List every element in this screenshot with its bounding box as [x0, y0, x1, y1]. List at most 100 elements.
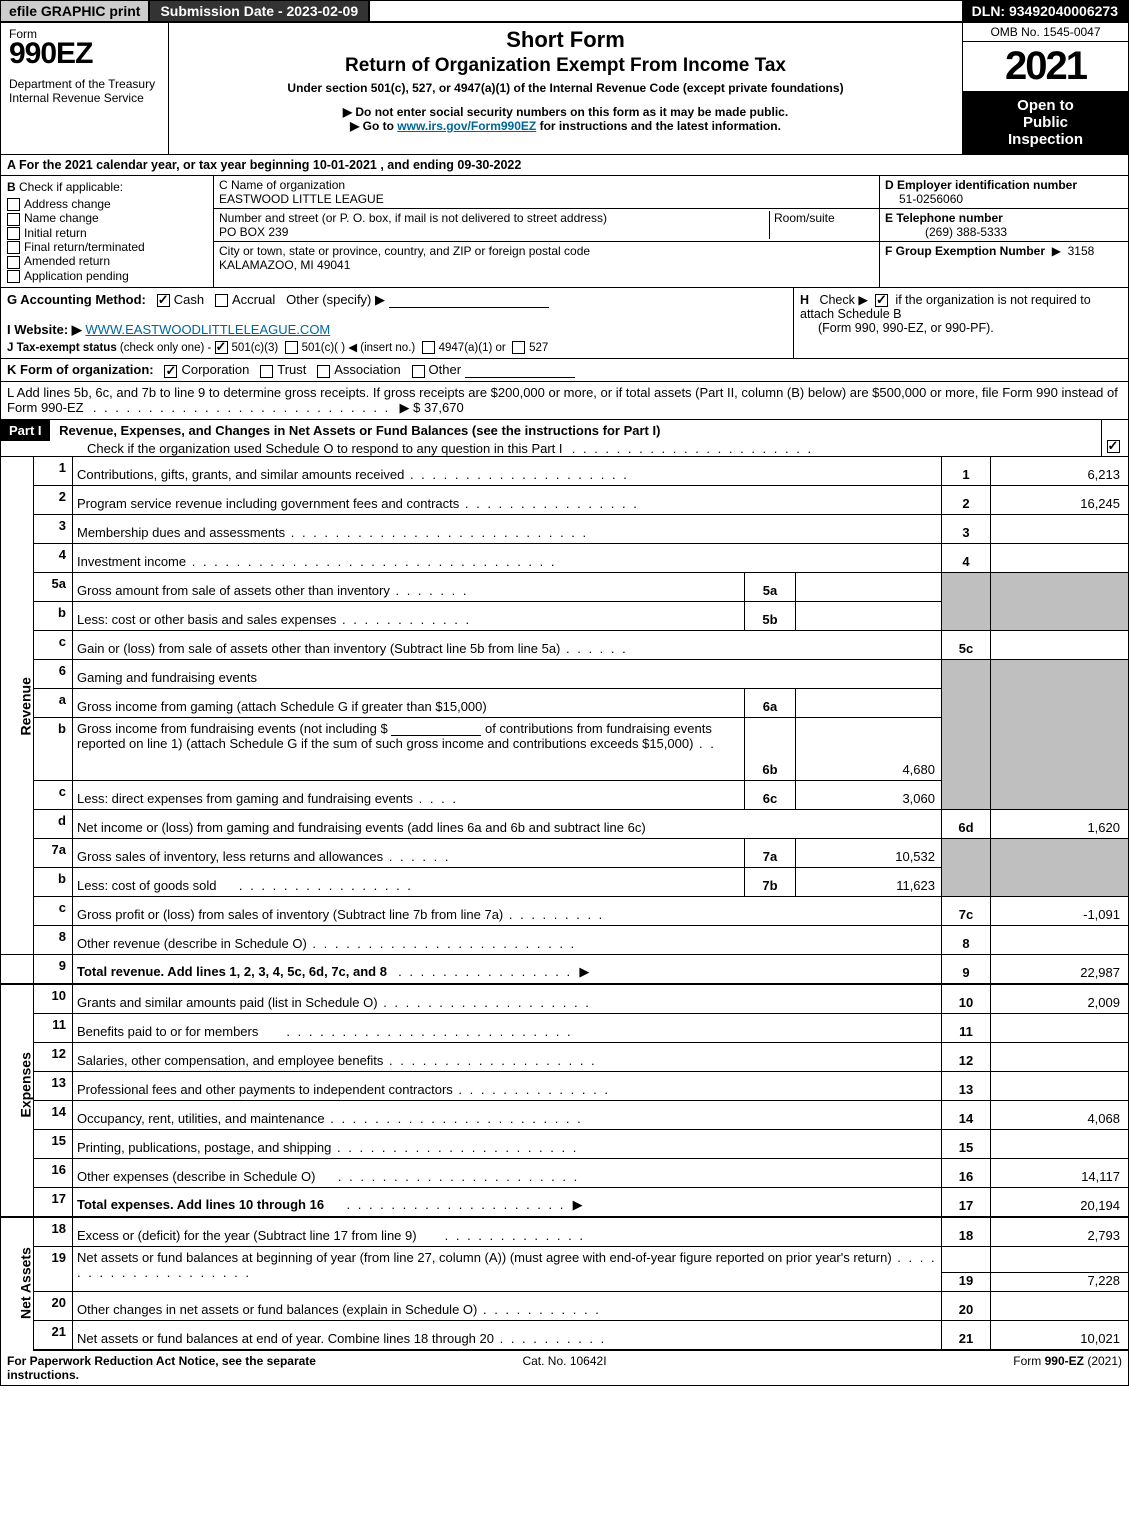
lbl-final-return: Final return/terminated [24, 240, 145, 254]
lbl-other-method: Other (specify) ▶ [286, 292, 385, 307]
lbl-501c: 501(c)( ) ◀ (insert no.) [302, 342, 416, 354]
submission-date: Submission Date - 2023-02-09 [150, 1, 370, 21]
lbl-other-org: Other [429, 362, 462, 377]
check-accrual[interactable] [215, 294, 228, 307]
section-gij: G Accounting Method: Cash Accrual Other … [1, 288, 794, 358]
check-final-return[interactable] [7, 241, 20, 254]
check-h[interactable] [875, 294, 888, 307]
side-net-assets: Net Assets [1, 1217, 34, 1350]
part1-checkbox[interactable] [1107, 440, 1120, 453]
website-link[interactable]: WWW.EASTWOODLITTLELEAGUE.COM [85, 322, 330, 337]
check-address-change[interactable] [7, 198, 20, 211]
lbl-cash: Cash [174, 292, 204, 307]
header-row: Form 990EZ Department of the Treasury In… [1, 23, 1128, 155]
val-12 [991, 1042, 1129, 1071]
val-4 [991, 543, 1129, 572]
check-4947[interactable] [422, 341, 435, 354]
subtitle-1: Under section 501(c), 527, or 4947(a)(1)… [175, 81, 956, 95]
lbl-application-pending: Application pending [24, 269, 129, 283]
line-6d: d Net income or (loss) from gaming and f… [1, 809, 1128, 838]
other-method-field[interactable] [389, 294, 549, 308]
lbl-name-change: Name change [24, 211, 99, 225]
lbl-accrual: Accrual [232, 292, 275, 307]
check-application-pending[interactable] [7, 270, 20, 283]
lbl-initial-return: Initial return [24, 226, 87, 240]
open-to-public: Open toPublicInspection [963, 91, 1128, 154]
check-other-org[interactable] [412, 365, 425, 378]
sub3-post: for instructions and the latest informat… [536, 119, 781, 133]
main-info-grid: B Check if applicable: Address change Na… [1, 176, 1128, 288]
line-18: Net Assets 18 Excess or (deficit) for th… [1, 1217, 1128, 1247]
part1-title: Revenue, Expenses, and Changes in Net As… [53, 423, 660, 438]
val-20 [991, 1291, 1129, 1320]
check-association[interactable] [317, 365, 330, 378]
row-l: L Add lines 5b, 6c, and 7b to line 9 to … [1, 382, 1128, 420]
lbl-association: Association [334, 362, 400, 377]
i-label: I Website: ▶ [7, 322, 82, 337]
col-b-checks: B Check if applicable: Address change Na… [1, 176, 214, 287]
name-label: C Name of organization [219, 178, 345, 192]
line-14: 14 Occupancy, rent, utilities, and maint… [1, 1100, 1128, 1129]
line-13: 13 Professional fees and other payments … [1, 1071, 1128, 1100]
tel-label: E Telephone number [885, 211, 1003, 225]
check-initial-return[interactable] [7, 227, 20, 240]
line-6c: c Less: direct expenses from gaming and … [1, 780, 1128, 809]
col-d-identifiers: D Employer identification number 51-0256… [880, 176, 1128, 287]
line-21: 21 Net assets or fund balances at end of… [1, 1320, 1128, 1350]
line-16: 16 Other expenses (describe in Schedule … [1, 1158, 1128, 1187]
col-c-org-info: C Name of organization EASTWOOD LITTLE L… [214, 176, 880, 287]
check-name-change[interactable] [7, 213, 20, 226]
check-trust[interactable] [260, 365, 273, 378]
val-5a [796, 572, 942, 601]
check-cash[interactable] [157, 294, 170, 307]
line-6: 6 Gaming and fundraising events [1, 659, 1128, 688]
val-14: 4,068 [991, 1100, 1129, 1129]
line-2: 2 Program service revenue including gove… [1, 485, 1128, 514]
sub3-pre: ▶ Go to [350, 119, 397, 133]
lbl-4947: 4947(a)(1) or [439, 342, 506, 354]
line-5c: c Gain or (loss) from sale of assets oth… [1, 630, 1128, 659]
val-17: 20,194 [991, 1187, 1129, 1217]
h-label: H [800, 293, 809, 307]
line-7b: b Less: cost of goods sold . . . . . . .… [1, 867, 1128, 896]
j-label: J Tax-exempt status [7, 342, 117, 354]
revenue-table: Revenue 1 Contributions, gifts, grants, … [1, 457, 1128, 1351]
val-6a [796, 688, 942, 717]
section-ghij: G Accounting Method: Cash Accrual Other … [1, 288, 1128, 359]
check-501c3[interactable] [215, 341, 228, 354]
other-org-field[interactable] [465, 364, 575, 378]
g-label: G Accounting Method: [7, 292, 146, 307]
val-7c: -1,091 [991, 896, 1129, 925]
subtitle-2: ▶ Do not enter social security numbers o… [175, 105, 956, 119]
line-6a: a Gross income from gaming (attach Sched… [1, 688, 1128, 717]
footer-left: For Paperwork Reduction Act Notice, see … [7, 1354, 379, 1382]
line-9: 9 Total revenue. Add lines 1, 2, 3, 4, 5… [1, 954, 1128, 984]
l-prefix: ▶ $ [399, 400, 420, 415]
6b-contrib-field[interactable] [391, 722, 481, 736]
efile-print: efile GRAPHIC print [1, 1, 150, 21]
header-left: Form 990EZ Department of the Treasury In… [1, 23, 169, 154]
side-revenue: Revenue [1, 457, 34, 955]
instructions-link[interactable]: www.irs.gov/Form990EZ [397, 119, 536, 133]
footer-right: Form 990-EZ (2021) [750, 1354, 1122, 1382]
val-7a: 10,532 [796, 838, 942, 867]
room-label: Room/suite [774, 211, 835, 225]
line-20: 20 Other changes in net assets or fund b… [1, 1291, 1128, 1320]
org-city: KALAMAZOO, MI 49041 [219, 258, 350, 272]
line-5a: 5a Gross amount from sale of assets othe… [1, 572, 1128, 601]
check-501c[interactable] [285, 341, 298, 354]
grp-label: F Group Exemption Number [885, 244, 1045, 258]
line-12: 12 Salaries, other compensation, and emp… [1, 1042, 1128, 1071]
header-mid: Short Form Return of Organization Exempt… [169, 23, 963, 154]
check-527[interactable] [512, 341, 525, 354]
check-amended-return[interactable] [7, 256, 20, 269]
main-title: Return of Organization Exempt From Incom… [175, 55, 956, 77]
grp-arrow: ▶ [1052, 244, 1061, 258]
subtitle-3: ▶ Go to www.irs.gov/Form990EZ for instru… [175, 119, 956, 133]
tax-year: 2021 [963, 42, 1128, 91]
line-19: 19 Net assets or fund balances at beginn… [1, 1246, 1128, 1291]
dept-treasury: Department of the Treasury [9, 77, 155, 91]
city-label: City or town, state or province, country… [219, 244, 590, 258]
check-corporation[interactable] [164, 365, 177, 378]
l-amount: 37,670 [424, 400, 464, 415]
